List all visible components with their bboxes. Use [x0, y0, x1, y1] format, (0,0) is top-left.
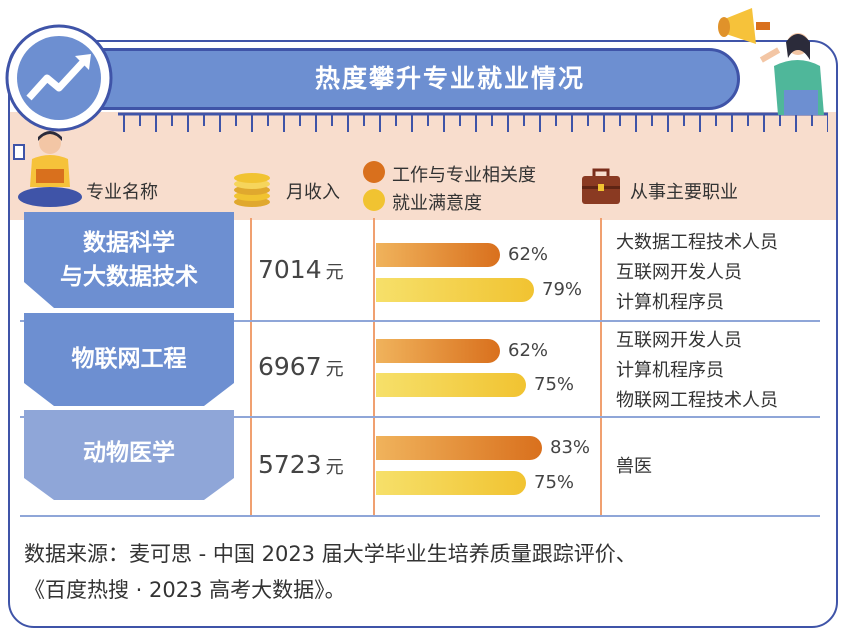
major-name: 数据科学 与大数据技术: [60, 230, 198, 290]
row-divider: [20, 515, 820, 517]
job-list: 互联网开发人员 计算机程序员 物联网工程技术人员: [616, 326, 778, 416]
job-item: 互联网开发人员: [616, 330, 742, 351]
job-item: 计算机程序员: [616, 292, 724, 313]
megaphone-girl-illustration: [718, 8, 824, 115]
trend-up-icon: [5, 24, 113, 132]
orange-dot-icon: [363, 161, 385, 183]
column-divider: [250, 218, 252, 516]
satisfaction-bar: [376, 373, 526, 397]
major-name: 物联网工程: [71, 346, 187, 372]
title-banner: [70, 48, 740, 110]
job-list: 兽医: [616, 452, 652, 482]
relevance-bar: [376, 436, 542, 460]
ruler-decoration: [118, 112, 828, 132]
job-list: 大数据工程技术人员 互联网开发人员 计算机程序员: [616, 228, 778, 318]
major-tag: [24, 212, 234, 308]
header-income: 月收入: [286, 182, 340, 203]
job-item: 兽医: [616, 456, 652, 477]
satisfaction-label: 75%: [534, 374, 575, 395]
briefcase-icon: [582, 168, 620, 204]
page-title: 热度攀升专业就业情况: [314, 64, 585, 93]
source-note: 数据来源：麦可思 - 中国 2023 届大学毕业生培养质量跟踪评价、 《百度热搜…: [24, 542, 637, 602]
yellow-dot-icon: [363, 189, 385, 211]
header-jobs: 从事主要职业: [630, 182, 738, 203]
income-value: 5723 元: [258, 450, 344, 479]
satisfaction-bar: [376, 278, 534, 302]
income-value: 6967 元: [258, 352, 344, 381]
reading-student-illustration: [13, 131, 82, 207]
satisfaction-label: 75%: [534, 472, 575, 493]
header-band: [10, 112, 836, 220]
job-item: 计算机程序员: [616, 360, 724, 381]
major-tag: [24, 410, 234, 500]
legend-relevance: 工作与专业相关度: [392, 165, 536, 186]
legend-satisfaction: 就业满意度: [392, 193, 482, 214]
major-name: 动物医学: [83, 440, 175, 466]
relevance-label: 62%: [508, 244, 549, 265]
satisfaction-bar: [376, 471, 526, 495]
income-value: 7014 元: [258, 255, 344, 284]
relevance-label: 83%: [550, 437, 591, 458]
satisfaction-label: 79%: [542, 279, 583, 300]
row-divider: [20, 416, 820, 418]
column-divider: [373, 218, 375, 516]
major-tag: [24, 313, 234, 406]
job-item: 物联网工程技术人员: [616, 390, 778, 411]
column-divider: [600, 218, 602, 516]
coins-icon: [234, 173, 270, 207]
job-item: 大数据工程技术人员: [616, 232, 778, 253]
header-major: 专业名称: [86, 182, 158, 203]
relevance-bar: [376, 243, 500, 267]
relevance-bar: [376, 339, 500, 363]
relevance-label: 62%: [508, 340, 549, 361]
job-item: 互联网开发人员: [616, 262, 742, 283]
row-divider: [20, 320, 820, 322]
